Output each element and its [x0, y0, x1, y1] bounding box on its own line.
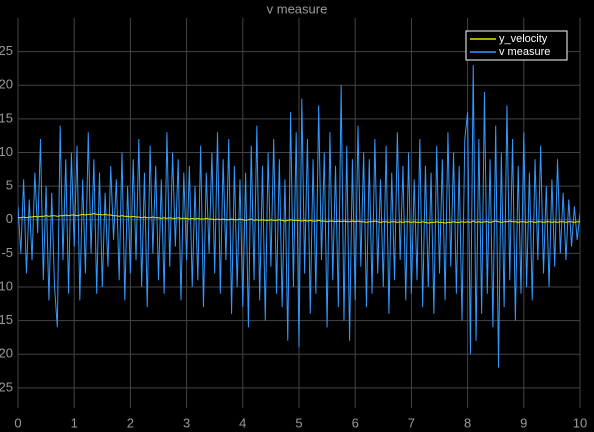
- y-tick-label: -25: [0, 379, 13, 394]
- legend-box: [465, 30, 568, 61]
- y-tick-label: 25: [0, 43, 13, 58]
- y-tick-label: 20: [0, 77, 13, 92]
- x-tick-label: 3: [183, 415, 190, 430]
- x-tick-label: 1: [71, 415, 78, 430]
- x-tick-label: 9: [520, 415, 527, 430]
- y-tick-label: -5: [1, 245, 13, 260]
- y-tick-label: 0: [6, 211, 13, 226]
- x-tick-label: 8: [464, 415, 471, 430]
- series-layer: [18, 65, 580, 368]
- x-tick-label: 6: [352, 415, 359, 430]
- x-tick-label: 5: [295, 415, 302, 430]
- chart-title: v measure: [267, 1, 328, 16]
- x-tick-label: 4: [239, 415, 246, 430]
- y-tick-label: 15: [0, 110, 13, 125]
- y-tick-label: -20: [0, 346, 13, 361]
- series-line: [18, 65, 580, 368]
- y-tick-label: -15: [0, 312, 13, 327]
- y-tick-label: 10: [0, 144, 13, 159]
- y-tick-label: -10: [0, 278, 13, 293]
- x-tick-label: 2: [127, 415, 134, 430]
- y-tick-label: 5: [6, 178, 13, 193]
- legend-label: y_velocity: [499, 33, 548, 45]
- series-line: [18, 213, 580, 224]
- x-tick-label: 7: [408, 415, 415, 430]
- x-tick-label: 10: [573, 415, 587, 430]
- x-tick-label: 0: [14, 415, 21, 430]
- legend-label: v measure: [499, 46, 550, 58]
